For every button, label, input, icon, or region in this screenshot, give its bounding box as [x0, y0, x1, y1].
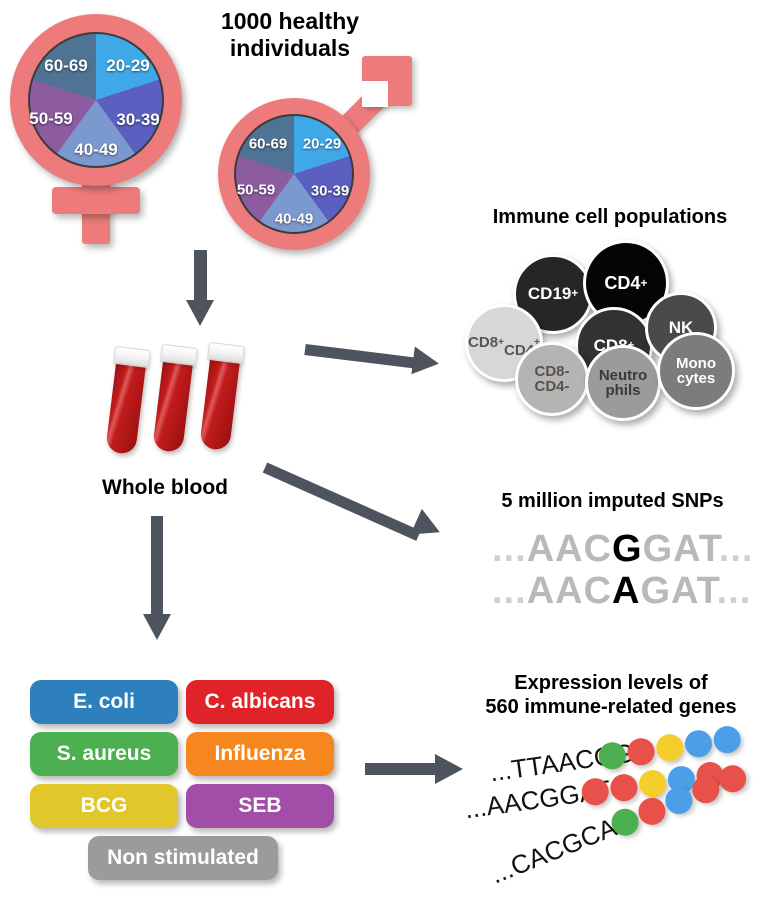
blood-tube: [199, 341, 245, 452]
blood-tube: [152, 343, 198, 454]
cell-circle-cd8neg-cd4neg: CD8- CD4-: [515, 342, 589, 416]
arrow-shaft: [304, 344, 417, 369]
snp-trailing-ellipsis: ...: [716, 570, 752, 612]
immune-populations-title: Immune cell populations: [492, 206, 728, 228]
arrow-head: [186, 300, 214, 326]
male-age-pie: [234, 114, 354, 234]
pie-label-30-39: 30-39: [116, 110, 160, 129]
snps-title: 5 million imputed SNPs: [501, 490, 724, 512]
arrow-cohort-to-blood: [186, 250, 226, 326]
snp-allele: G: [612, 528, 643, 570]
pie-label-20-29: 20-29: [106, 56, 150, 75]
cell-circle-neutrophils: Neutro phils: [585, 345, 661, 421]
tube-blood-fill: [105, 360, 147, 456]
expression-title: Expression levels of 560 immune-related …: [485, 672, 737, 718]
snp-allele: A: [612, 570, 641, 612]
arrow-shaft: [151, 516, 163, 618]
male-pie-label-60-69: 60-69: [248, 135, 288, 153]
rna-bead: [711, 724, 743, 755]
female-symbol-crossbar: [52, 187, 140, 214]
rna-bead: [715, 761, 751, 797]
stimulus-s-aureus[interactable]: S. aureus: [30, 732, 178, 776]
snp-suffix: GAT: [642, 528, 719, 570]
whole-blood-label: Whole blood: [102, 476, 228, 499]
immune-cell-cluster: CD19+ CD4+ CD8+CD4+ CD8+ NK CD8-CD4- Neu…: [455, 240, 765, 421]
female-age-pie: [28, 32, 164, 168]
stimuli-panel: E. coli C. albicans S. aureus Influenza …: [30, 680, 350, 895]
whole-blood-group: [105, 340, 290, 470]
arrow-shaft: [262, 462, 421, 541]
arrow-shaft: [365, 763, 437, 775]
pie-label-60-69: 60-69: [44, 56, 88, 75]
snp-leading-ellipsis: ...: [492, 570, 527, 612]
male-pie-label-30-39: 30-39: [310, 182, 350, 200]
male-pie-label-40-49: 40-49: [274, 210, 314, 228]
arrow-shaft: [194, 250, 207, 304]
arrow-blood-to-immune: [304, 330, 455, 380]
rna-strands-group: ...TTAACGG ...AACGGAT ...CACGCAA: [463, 724, 770, 915]
arrow-blood-to-stimuli: [142, 516, 182, 646]
stimulus-e-coli[interactable]: E. coli: [30, 680, 178, 724]
male-pie-label-20-29: 20-29: [302, 135, 342, 153]
tube-blood-fill: [152, 358, 194, 454]
male-arrowhead-notch: [362, 81, 388, 107]
pie-label-40-49: 40-49: [74, 140, 118, 159]
snp-sequence-row: ...AACGGAT...: [492, 528, 753, 571]
rna-bead: [654, 732, 685, 763]
snp-sequence-row: ...AACAGAT...: [492, 570, 751, 613]
snp-trailing-ellipsis: ...: [718, 528, 754, 570]
snp-prefix: AAC: [526, 570, 613, 612]
stimulus-bcg[interactable]: BCG: [30, 784, 178, 828]
stimulus-seb[interactable]: SEB: [186, 784, 334, 828]
female-gender-symbol: 20-29 30-39 40-49 50-59 60-69: [10, 14, 190, 244]
cohort-title: 1000 healthy individuals: [220, 8, 360, 62]
snp-suffix: GAT: [640, 570, 717, 612]
cell-circle-monocytes: Mono cytes: [657, 332, 735, 410]
stimulus-influenza[interactable]: Influenza: [186, 732, 334, 776]
male-gender-symbol: 20-29 30-39 40-49 50-59 60-69: [212, 50, 422, 250]
stimulus-c-albicans[interactable]: C. albicans: [186, 680, 334, 724]
arrow-head: [435, 754, 463, 784]
arrow-head: [411, 346, 441, 378]
snp-prefix: AAC: [526, 528, 613, 570]
blood-tube: [105, 345, 151, 456]
stimulus-non-stimulated[interactable]: Non stimulated: [88, 836, 278, 880]
rna-bead: [683, 728, 714, 759]
pie-label-50-59: 50-59: [29, 109, 73, 128]
arrow-stimuli-to-expression: [365, 752, 475, 788]
male-pie-label-50-59: 50-59: [236, 181, 276, 199]
snp-leading-ellipsis: ...: [492, 528, 527, 570]
tube-blood-fill: [199, 356, 241, 452]
arrow-head: [143, 614, 171, 640]
arrow-blood-to-snps: [262, 450, 455, 560]
